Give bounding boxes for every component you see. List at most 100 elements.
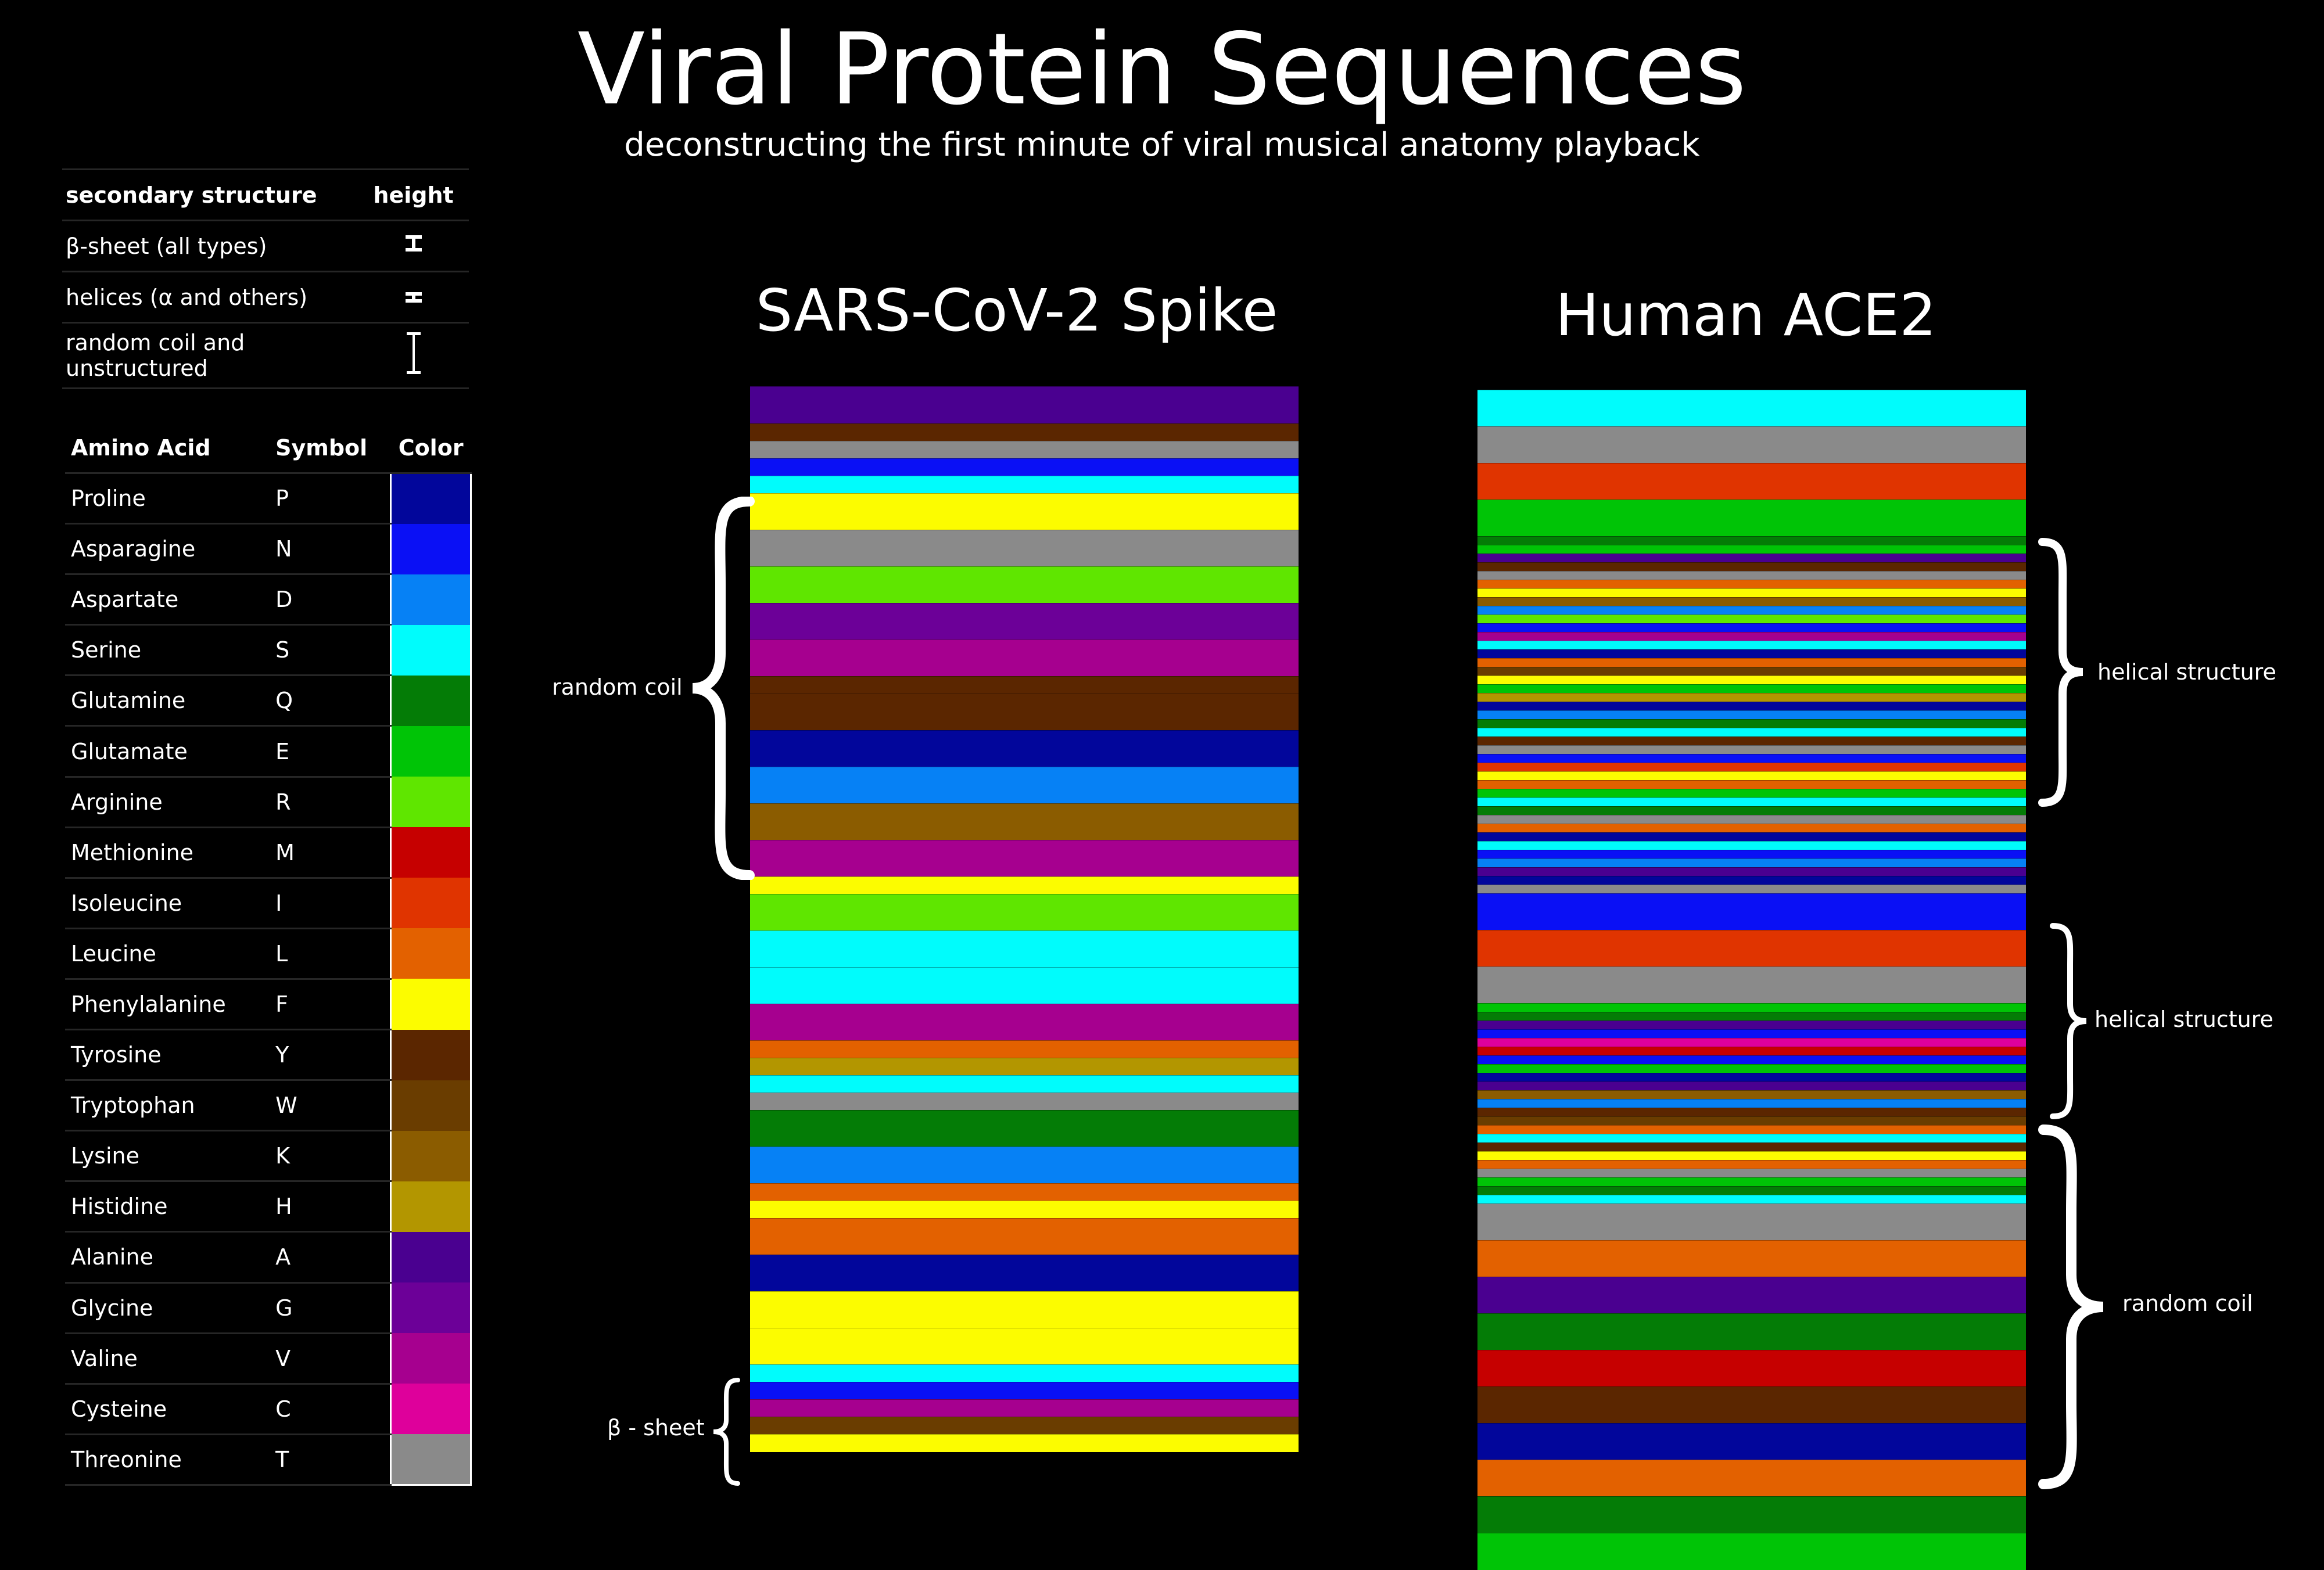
residue-band-L xyxy=(1477,824,2026,833)
residue-band-R xyxy=(1477,615,2026,624)
amino-acid-name: Arginine xyxy=(65,777,270,828)
amino-acid-symbol: S xyxy=(270,624,391,677)
amino-acid-color-swatch xyxy=(390,472,472,524)
amino-acid-symbol: D xyxy=(270,574,391,626)
amino-acid-symbol: M xyxy=(270,827,391,879)
residue-band-F xyxy=(750,493,1299,530)
residue-band-S xyxy=(1477,797,2026,807)
sequence-title-spike: SARS-CoV-2 Spike xyxy=(755,276,1278,344)
legend-row-arginine: Arginine R xyxy=(65,777,472,828)
amino-acid-color-swatch xyxy=(390,1333,472,1384)
residue-band-T xyxy=(1477,745,2026,755)
residue-band-F xyxy=(1477,676,2026,685)
amino-acid-symbol: A xyxy=(270,1231,391,1284)
residue-band-Q xyxy=(1477,1313,2026,1350)
residue-band-L xyxy=(1477,658,2026,667)
amino-acid-name: Histidine xyxy=(65,1181,270,1233)
residue-band-Y xyxy=(1477,737,2026,746)
residue-band-E xyxy=(1477,1533,2026,1570)
legend-row-valine: Valine V xyxy=(65,1333,472,1385)
residue-band-D xyxy=(1477,1099,2026,1108)
amino-acid-symbol: R xyxy=(270,777,391,828)
residue-band-S xyxy=(1477,1195,2026,1204)
residue-band-Q xyxy=(1477,1012,2026,1021)
amino-acid-color-swatch xyxy=(390,878,472,929)
residue-band-F xyxy=(750,1434,1299,1452)
amino-acid-symbol: G xyxy=(270,1282,391,1334)
residue-band-M xyxy=(1477,1047,2026,1056)
residue-band-E xyxy=(1477,545,2026,554)
residue-band-A xyxy=(1477,1277,2026,1314)
annotation-random-coil-spike: random coil xyxy=(552,674,683,700)
amino-acid-name: Aspartate xyxy=(65,574,270,626)
legend-row-isoleucine: Isoleucine I xyxy=(65,878,472,929)
amino-acid-name: Lysine xyxy=(65,1130,270,1183)
amino-acid-name: Isoleucine xyxy=(65,878,270,929)
residue-band-Q xyxy=(1477,1496,2026,1533)
residue-band-F xyxy=(750,1291,1299,1328)
amino-acid-name: Leucine xyxy=(65,928,270,980)
residue-band-N xyxy=(750,458,1299,476)
legend-row-lysine: Lysine K xyxy=(65,1130,472,1183)
residue-band-L xyxy=(1477,780,2026,789)
amino-acid-symbol: N xyxy=(270,523,391,576)
legend-row-tryptophan: Tryptophan W xyxy=(65,1080,472,1132)
legend-row-asparagine: Asparagine N xyxy=(65,523,472,576)
residue-band-L xyxy=(1477,1125,2026,1134)
amino-acid-symbol: P xyxy=(270,473,391,525)
residue-band-E xyxy=(1477,1064,2026,1073)
residue-band-T xyxy=(750,441,1299,459)
amino-acid-name: Glutamate xyxy=(65,725,270,778)
residue-band-Q xyxy=(1477,719,2026,728)
sequence-stack-ace2 xyxy=(1477,390,2026,1570)
legend-row-glutamine: Glutamine Q xyxy=(65,675,472,727)
legend-row-beta-sheet: β-sheet (all types) xyxy=(62,220,358,272)
legend-row-histidine: Histidine H xyxy=(65,1181,472,1233)
residue-band-S xyxy=(750,1075,1299,1093)
amino-acid-color-swatch xyxy=(390,928,472,979)
residue-band-F xyxy=(1477,1151,2026,1161)
residue-band-N xyxy=(1477,850,2026,859)
residue-band-F xyxy=(750,876,1299,894)
amino-acid-name: Cysteine xyxy=(65,1384,270,1435)
residue-band-G xyxy=(750,603,1299,640)
residue-band-L xyxy=(1477,1240,2026,1277)
residue-band-K xyxy=(750,803,1299,840)
sequence-stack-spike xyxy=(750,386,1299,1484)
amino-acid-color-swatch xyxy=(390,1080,472,1131)
residue-band-Y xyxy=(750,694,1299,731)
amino-acid-name: Asparagine xyxy=(65,523,270,576)
amino-acid-symbol: F xyxy=(270,979,391,1031)
amino-acid-name: Glycine xyxy=(65,1282,270,1334)
legend-row-glycine: Glycine G xyxy=(65,1282,472,1334)
residue-band-N xyxy=(1477,754,2026,763)
residue-band-T xyxy=(1477,885,2026,894)
amino-acid-symbol: L xyxy=(270,928,391,980)
residue-band-H xyxy=(750,1058,1299,1076)
amino-acid-name: Phenylalanine xyxy=(65,979,270,1031)
residue-band-E xyxy=(1477,684,2026,694)
residue-band-S xyxy=(750,476,1299,494)
residue-band-T xyxy=(1477,815,2026,824)
residue-band-L xyxy=(1477,1460,2026,1497)
residue-band-E xyxy=(1477,500,2026,537)
residue-band-Y xyxy=(750,676,1299,694)
residue-band-S xyxy=(1477,1134,2026,1143)
amino-acid-color-swatch xyxy=(390,1029,472,1080)
residue-band-E xyxy=(1477,1177,2026,1187)
residue-band-C xyxy=(1477,1038,2026,1047)
residue-band-L xyxy=(1477,1160,2026,1169)
legend-row-glutamate: Glutamate E xyxy=(65,725,472,778)
amino-acid-symbol: K xyxy=(270,1130,391,1183)
residue-band-A xyxy=(1477,867,2026,876)
residue-band-F xyxy=(750,1328,1299,1365)
legend-row-threonine: Threonine T xyxy=(65,1434,472,1486)
residue-band-N xyxy=(1477,1029,2026,1039)
residue-band-K xyxy=(1477,597,2026,606)
legend-row-serine: Serine S xyxy=(65,624,472,677)
residue-band-D xyxy=(750,1147,1299,1184)
residue-band-L xyxy=(750,1218,1299,1255)
residue-band-S xyxy=(750,930,1299,968)
residue-band-S xyxy=(1477,390,2026,427)
residue-band-P xyxy=(1477,832,2026,842)
